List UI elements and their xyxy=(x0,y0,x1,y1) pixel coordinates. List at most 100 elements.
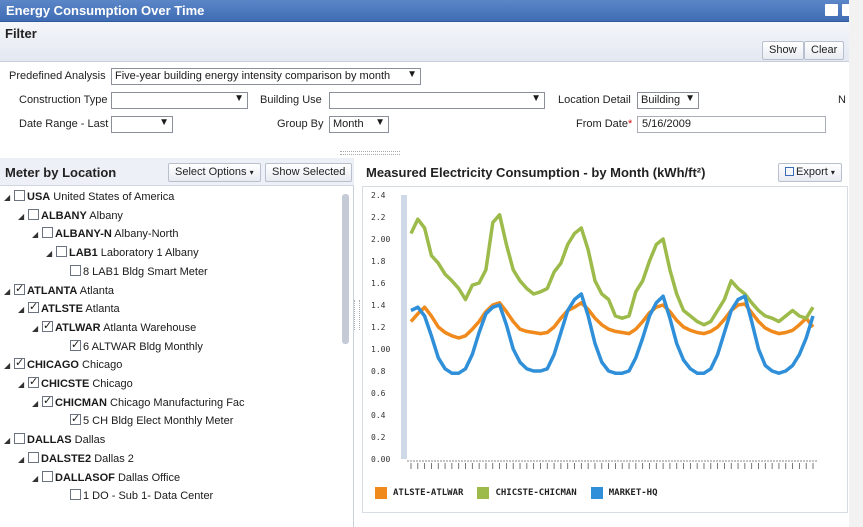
expand-arrow-icon[interactable]: ◢ xyxy=(32,230,39,240)
tree-node-name: Laboratory 1 Albany xyxy=(100,247,199,260)
tree-node-name: 6 ALTWAR Bldg Monthly xyxy=(83,340,203,353)
tree-node[interactable]: 5 CH Bldg Elect Monthly Meter xyxy=(70,410,233,430)
tree-node[interactable]: ◢ DALSTE2 Dallas 2 xyxy=(18,450,134,468)
clear-button[interactable]: Clear xyxy=(804,41,845,60)
location-detail-label: Location Detail xyxy=(558,94,631,106)
expand-arrow-icon[interactable]: ◢ xyxy=(32,398,39,408)
legend-item[interactable]: CHICSTE-CHICMAN xyxy=(477,487,577,499)
tree-checkbox[interactable] xyxy=(28,298,39,316)
meter-tree: ◢ USA United States of America ◢ ALBANY Alb… xyxy=(0,188,340,527)
chevron-down-icon: ▼ xyxy=(531,93,541,104)
chevron-down-icon: ▼ xyxy=(407,69,417,80)
expand-arrow-icon[interactable]: ◢ xyxy=(32,323,39,333)
y-tick-label: 2.4 xyxy=(371,191,386,200)
tree-node[interactable]: ◢ LAB1 Laboratory 1 Albany xyxy=(46,244,199,262)
chevron-down-icon: ▼ xyxy=(685,93,695,104)
tree-checkbox[interactable] xyxy=(14,280,25,298)
tree-scrollbar[interactable] xyxy=(342,188,349,527)
tree-checkbox[interactable] xyxy=(70,264,81,276)
tree-node[interactable]: ◢ ATLSTE Atlanta xyxy=(18,298,120,318)
tree-node[interactable]: ◢ DALLASOF Dallas Office xyxy=(32,469,180,487)
tree-node-name: Dallas Office xyxy=(117,471,181,484)
location-detail-select[interactable]: Building ▼ xyxy=(637,92,699,109)
predefined-analysis-select[interactable]: Five-year building energy intensity comp… xyxy=(111,68,421,85)
tree-checkbox[interactable] xyxy=(70,489,81,501)
tree-checkbox[interactable] xyxy=(14,354,25,372)
tree-node-code: CHICAGO xyxy=(27,359,79,372)
group-by-select[interactable]: Month ▼ xyxy=(329,116,389,133)
tree-node[interactable]: ◢ ALBANY Albany xyxy=(18,207,123,225)
window-title: Energy Consumption Over Time xyxy=(6,3,205,18)
tree-node[interactable]: ◢ ATLANTA Atlanta xyxy=(4,280,114,300)
show-button[interactable]: Show xyxy=(762,41,804,60)
tree-checkbox[interactable] xyxy=(42,227,53,239)
tree-node[interactable]: ◢ DALLAS Dallas xyxy=(4,431,105,449)
tree-checkbox[interactable] xyxy=(42,470,53,482)
tree-node-name: Chicago Manufacturing Fac xyxy=(110,396,245,409)
tree-node[interactable]: 6 ALTWAR Bldg Monthly xyxy=(70,336,203,356)
tree-node[interactable]: ◢ CHICMAN Chicago Manufacturing Fac xyxy=(32,392,245,412)
tree-node[interactable]: ◢ ATLWAR Atlanta Warehouse xyxy=(32,317,197,337)
series-line-chicste-chicman[interactable] xyxy=(409,213,815,327)
select-options-button[interactable]: Select Options ▾ xyxy=(168,163,261,182)
collapse-grip[interactable] xyxy=(340,151,400,155)
tree-checkbox[interactable] xyxy=(28,373,39,391)
expand-arrow-icon[interactable]: ◢ xyxy=(4,436,11,446)
y-tick-label: 0.8 xyxy=(371,367,386,376)
legend-label: MARKET-HQ xyxy=(608,488,658,498)
expand-arrow-icon[interactable]: ◢ xyxy=(32,473,39,483)
export-button[interactable]: Export ▾ xyxy=(778,163,842,182)
chevron-down-icon: ▼ xyxy=(159,117,169,128)
tree-node[interactable]: ◢ USA United States of America xyxy=(4,188,174,206)
scrollbar-thumb[interactable] xyxy=(342,194,349,344)
expand-arrow-icon[interactable]: ◢ xyxy=(4,193,11,202)
y-tick-label: 1.8 xyxy=(371,257,386,266)
tree-node[interactable]: 1 DO - Sub 1- Data Center xyxy=(70,487,213,505)
date-range-select[interactable]: ▼ xyxy=(111,116,173,133)
tree-checkbox[interactable] xyxy=(14,190,25,201)
tree-checkbox[interactable] xyxy=(70,410,81,428)
tree-node-name: Atlanta Warehouse xyxy=(103,321,197,334)
tree-node-code: DALLAS xyxy=(27,434,72,447)
building-use-select[interactable]: ▼ xyxy=(329,92,545,109)
legend-item[interactable]: MARKET-HQ xyxy=(590,487,658,499)
tree-checkbox[interactable] xyxy=(28,451,39,463)
show-selected-button[interactable]: Show Selected xyxy=(265,163,353,182)
meter-panel-header: Meter by Location Select Options ▾ Show … xyxy=(0,158,354,186)
tree-node[interactable]: 8 LAB1 Bldg Smart Meter xyxy=(70,263,208,281)
y-tick-label: 2.00 xyxy=(371,235,390,244)
tree-checkbox[interactable] xyxy=(70,336,81,354)
series-line-market-hq[interactable] xyxy=(410,292,815,375)
expand-arrow-icon[interactable]: ◢ xyxy=(18,380,25,389)
meter-panel: Meter by Location Select Options ▾ Show … xyxy=(0,158,354,527)
expand-arrow-icon[interactable]: ◢ xyxy=(18,211,25,221)
tree-checkbox[interactable] xyxy=(56,246,67,258)
construction-type-select[interactable]: ▼ xyxy=(111,92,248,109)
from-date-input[interactable]: 5/16/2009 xyxy=(637,116,826,133)
legend-label: CHICSTE-CHICMAN xyxy=(495,488,577,498)
tree-checkbox[interactable] xyxy=(42,317,53,335)
chevron-down-icon: ▼ xyxy=(234,93,244,104)
tree-node-code: ATLWAR xyxy=(55,321,101,334)
y-tick-label: 1.6 xyxy=(371,279,386,288)
tree-node-name: Chicago xyxy=(82,359,123,372)
tree-node-code: CHICSTE xyxy=(41,378,90,390)
panel-splitter[interactable] xyxy=(354,300,360,330)
expand-arrow-icon[interactable]: ◢ xyxy=(18,454,25,464)
legend-item[interactable]: ATLSTE-ATLWAR xyxy=(375,487,463,499)
tree-checkbox[interactable] xyxy=(28,208,39,220)
tree-node[interactable]: ◢ CHICSTE Chicago xyxy=(18,373,133,393)
tree-node-name: Albany-North xyxy=(114,228,179,241)
expand-arrow-icon[interactable]: ◢ xyxy=(4,361,11,371)
expand-arrow-icon[interactable]: ◢ xyxy=(4,286,11,296)
tree-node[interactable]: ◢ CHICAGO Chicago xyxy=(4,354,123,374)
tree-checkbox[interactable] xyxy=(42,392,53,410)
y-tick-label: 1.4 xyxy=(371,301,386,310)
expand-arrow-icon[interactable]: ◢ xyxy=(18,305,25,315)
construction-type-label: Construction Type xyxy=(19,94,108,106)
tree-node[interactable]: ◢ ALBANY-N Albany-North xyxy=(32,225,179,243)
tree-checkbox[interactable] xyxy=(14,433,25,445)
expand-arrow-icon[interactable]: ◢ xyxy=(46,249,53,259)
print-icon[interactable] xyxy=(825,4,838,16)
truncated-label: N xyxy=(838,94,846,106)
